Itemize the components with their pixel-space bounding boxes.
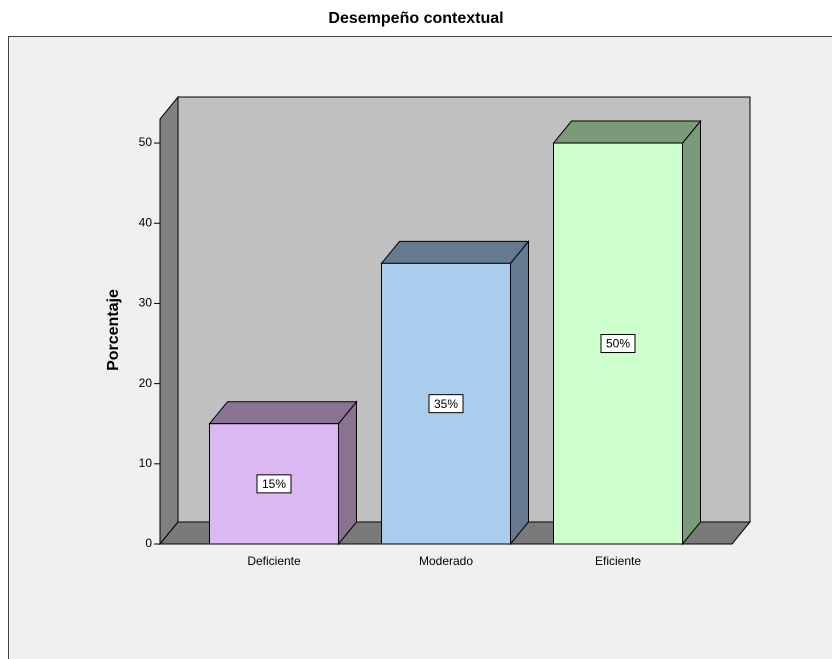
y-tick-label: 30	[139, 296, 153, 310]
y-tick-label: 50	[139, 135, 153, 149]
value-label-box	[428, 394, 464, 414]
bar-side	[682, 119, 701, 546]
x-tick-label: Moderado	[419, 554, 473, 568]
value-label-box	[256, 474, 292, 494]
y-tick-label: 20	[139, 376, 153, 390]
value-label: 50%	[606, 337, 630, 351]
value-label: 35%	[434, 397, 458, 411]
y-tick-label: 0	[145, 536, 152, 550]
bar-top	[552, 120, 702, 144]
value-label: 15%	[262, 477, 286, 491]
y-tick-label: 10	[139, 456, 153, 470]
bar-top	[380, 240, 530, 264]
left-wall	[159, 95, 179, 546]
y-tick-label: 40	[139, 215, 153, 229]
y-axis-label: Porcentaje	[105, 289, 122, 371]
x-tick-label: Eficiente	[595, 554, 641, 568]
bar-side	[338, 400, 357, 546]
bar-top	[208, 401, 358, 425]
value-label-box	[600, 334, 636, 354]
x-tick-label: Deficiente	[247, 554, 301, 568]
chart-title: Desempeño contextual	[328, 10, 503, 27]
bar-side	[510, 239, 529, 546]
